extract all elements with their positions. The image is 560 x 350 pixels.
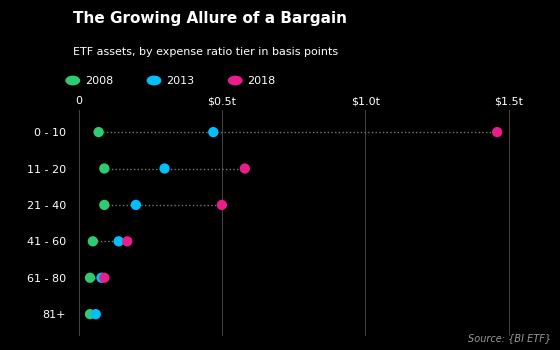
Text: The Growing Allure of a Bargain: The Growing Allure of a Bargain — [73, 10, 347, 26]
Point — [217, 202, 226, 208]
Point — [209, 129, 218, 135]
Text: 2013: 2013 — [166, 76, 194, 85]
Point — [114, 239, 123, 244]
Point — [94, 129, 103, 135]
Point — [88, 239, 97, 244]
Point — [493, 129, 502, 135]
Point — [86, 312, 95, 317]
Point — [123, 239, 132, 244]
Point — [160, 166, 169, 171]
Point — [100, 202, 109, 208]
Point — [100, 166, 109, 171]
Point — [91, 312, 100, 317]
Point — [86, 275, 95, 281]
Point — [97, 275, 106, 281]
Text: 2018: 2018 — [248, 76, 276, 85]
Point — [132, 202, 141, 208]
Point — [100, 275, 109, 281]
Text: 2008: 2008 — [85, 76, 113, 85]
Text: Source: {BI ETF}: Source: {BI ETF} — [469, 333, 552, 343]
Text: ETF assets, by expense ratio tier in basis points: ETF assets, by expense ratio tier in bas… — [73, 47, 338, 57]
Point — [240, 166, 249, 171]
